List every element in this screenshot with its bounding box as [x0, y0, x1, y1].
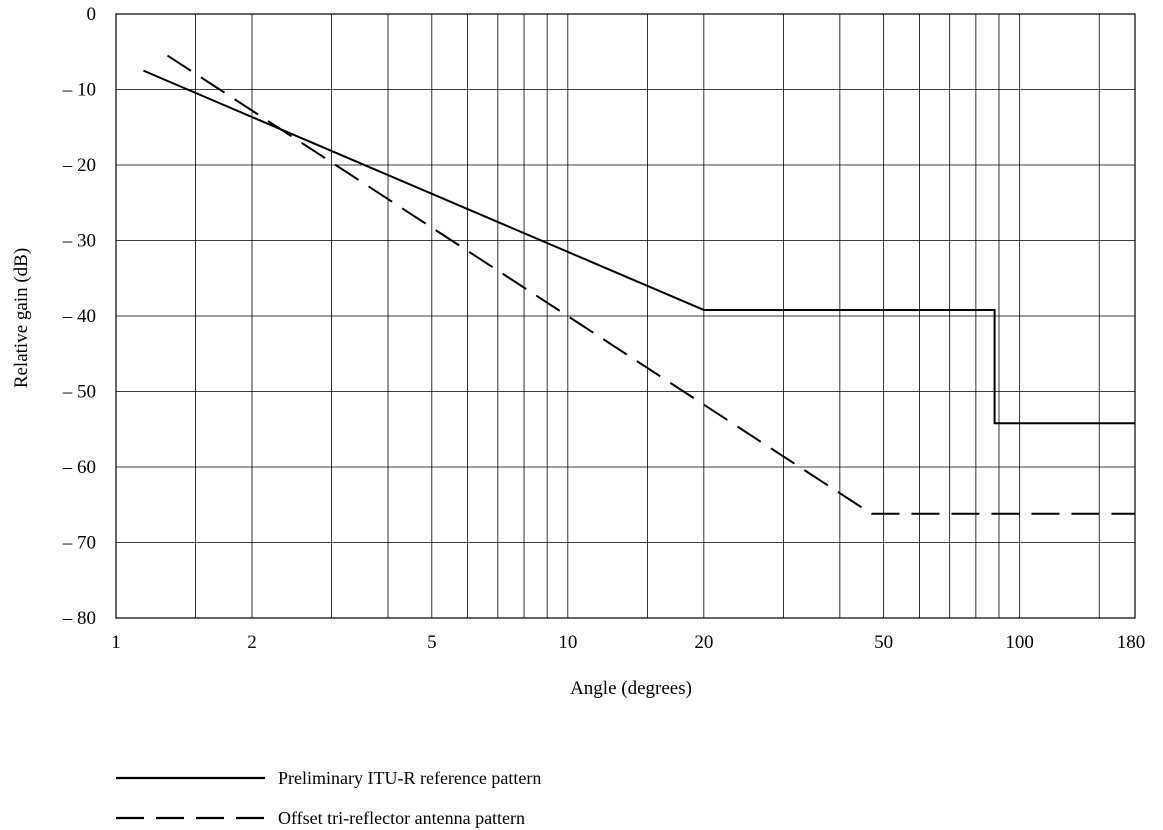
y-tick-label: – 60: [62, 457, 96, 478]
y-tick-label: – 80: [62, 608, 96, 629]
x-tick-label: 10: [558, 632, 577, 653]
x-tick-label: 100: [1005, 632, 1034, 653]
series-line-dashed: [166, 54, 1135, 515]
x-tick-label: 1: [111, 632, 121, 653]
x-tick-label: 50: [874, 632, 893, 653]
y-tick-label: – 50: [62, 382, 96, 403]
y-tick-label: 0: [87, 4, 97, 25]
legend-label-tri-reflector-pattern: Offset tri-reflector antenna pattern: [278, 808, 525, 828]
y-tick-label: – 20: [62, 155, 96, 176]
grid: [116, 14, 1135, 618]
y-tick-label: – 40: [62, 306, 96, 327]
x-tick-label: 2: [247, 632, 257, 653]
x-tick-label: 180: [1117, 632, 1146, 653]
series-line-solid: [143, 69, 1135, 425]
plot-area-frame: [115, 13, 1136, 619]
y-tick-label: – 30: [62, 231, 96, 252]
x-axis-title: Angle (degrees): [570, 678, 692, 699]
x-tick-label: 5: [427, 632, 437, 653]
y-tick-label: – 70: [62, 533, 96, 554]
x-tick-label: 20: [694, 632, 713, 653]
y-axis-title: Relative gain (dB): [11, 248, 32, 388]
y-tick-label: – 10: [62, 80, 96, 101]
series-layer: [143, 54, 1135, 515]
tick-labels: 1 2 5 10 20 50 100 180 0 – 10 – 20 – 30 – 40 – 50 – 60…: [62, 4, 1146, 653]
legend: Preliminary ITU-R reference pattern Offs…: [116, 768, 541, 828]
legend-label-reference-pattern: Preliminary ITU-R reference pattern: [278, 768, 541, 788]
